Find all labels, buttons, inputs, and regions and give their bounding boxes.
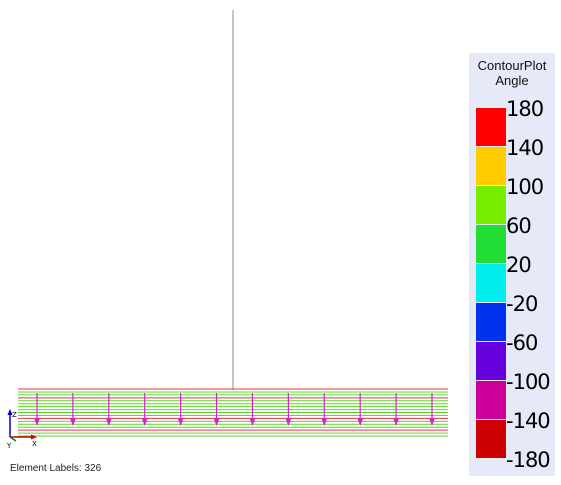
- load-arrow-head: [69, 418, 76, 426]
- legend-tick-label: 140: [506, 136, 544, 160]
- z-axis-label: Z: [12, 411, 17, 419]
- element-labels-status: Element Labels: 326: [10, 463, 102, 474]
- legend-swatch: [476, 420, 506, 458]
- x-axis-label: X: [32, 440, 37, 448]
- contour-legend: ContourPlot Angle 180 140 100 60 20 -20 -60 -10…: [469, 53, 555, 476]
- legend-swatch: [476, 264, 506, 302]
- load-arrow-head: [285, 418, 292, 426]
- load-arrow-head: [321, 418, 328, 426]
- legend-swatch: [476, 186, 506, 224]
- load-arrow-head: [141, 418, 148, 426]
- legend-tick-label: -100: [506, 370, 551, 394]
- legend-tick-label: -20: [506, 292, 538, 316]
- legend-swatch: [476, 303, 506, 341]
- x-axis-arrowhead: [31, 434, 37, 440]
- legend-tick-label: -60: [506, 331, 538, 355]
- legend-swatch: [476, 225, 506, 263]
- load-arrow-head: [105, 418, 112, 426]
- load-arrow-head: [177, 418, 184, 426]
- load-arrow-head: [393, 418, 400, 426]
- legend-tick-label: 180: [506, 97, 544, 121]
- legend-subtitle: Angle: [495, 73, 529, 88]
- y-axis-label: Y: [6, 442, 12, 450]
- load-arrow-head: [213, 418, 220, 426]
- load-arrow-head: [249, 418, 256, 426]
- legend-swatch: [476, 342, 506, 380]
- legend-tick-label: 100: [506, 175, 544, 199]
- legend-tick-label: 20: [506, 253, 532, 277]
- legend-tick-label: 60: [506, 214, 532, 238]
- load-arrow-head: [429, 418, 435, 426]
- load-arrow-head: [34, 418, 40, 426]
- load-arrow-head: [357, 418, 364, 426]
- legend-title: ContourPlot: [477, 58, 547, 73]
- legend-swatch: [476, 108, 506, 146]
- y-axis-line: [9, 436, 17, 442]
- legend-swatch: [476, 381, 506, 419]
- legend-swatch: [476, 147, 506, 185]
- legend-tick-label: -180: [506, 448, 551, 472]
- z-axis-arrowhead: [7, 409, 13, 415]
- legend-tick-label: -140: [506, 409, 551, 433]
